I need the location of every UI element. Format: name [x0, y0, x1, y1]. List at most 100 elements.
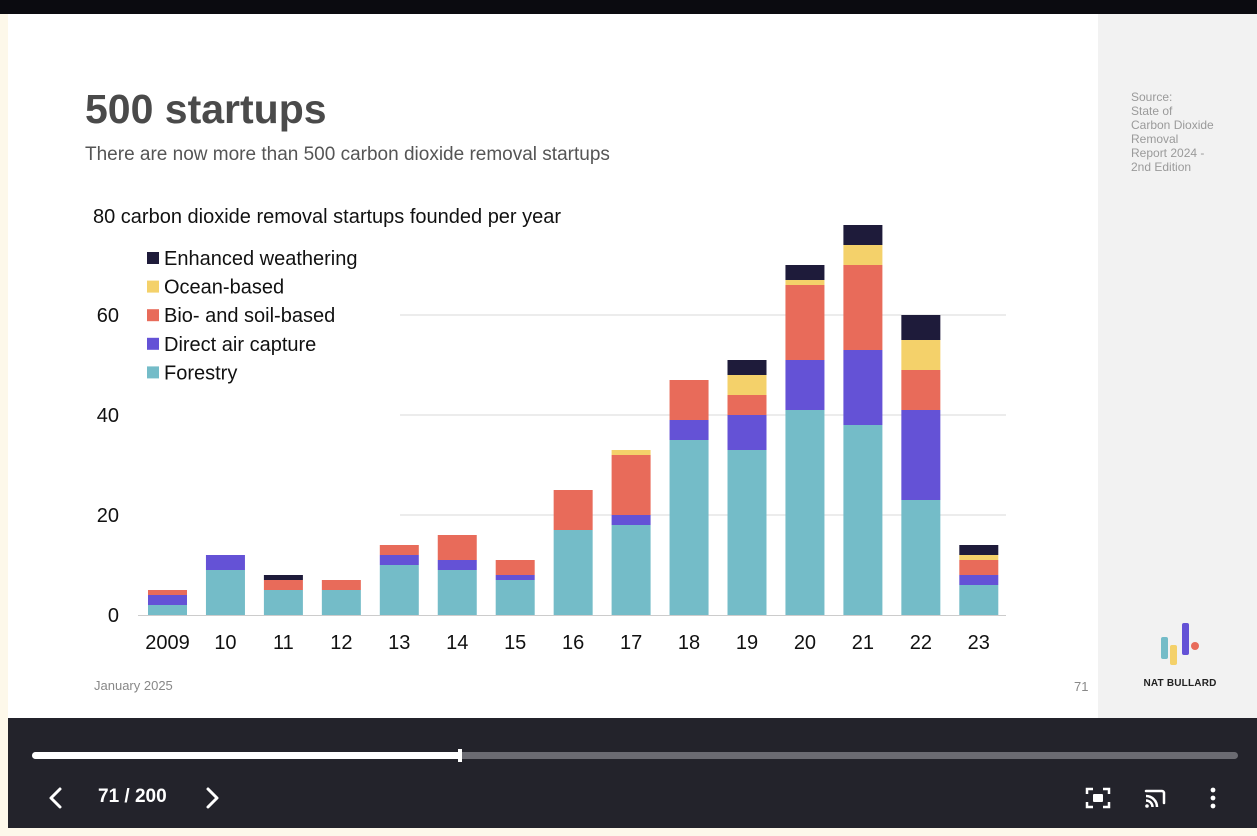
legend-label: Bio- and soil-based	[164, 305, 335, 327]
footer-date: January 2025	[94, 678, 173, 693]
bar-segment	[727, 415, 767, 450]
chevron-right-icon	[206, 787, 219, 809]
x-tick-label: 21	[852, 632, 874, 654]
bar-segment	[321, 590, 361, 615]
bar-segment	[669, 440, 709, 615]
chart-title: 80 carbon dioxide removal startups found…	[93, 206, 561, 228]
y-tick-label: 0	[108, 605, 119, 627]
bar-segment	[959, 560, 999, 575]
bar-segment	[843, 225, 883, 245]
bar-segment	[785, 265, 825, 280]
nat-bullard-logo-icon	[1161, 623, 1199, 665]
bar-segment	[785, 280, 825, 285]
x-tick-label: 13	[388, 632, 410, 654]
bar-segment	[611, 455, 651, 515]
y-tick-label: 40	[97, 405, 119, 427]
top-bar	[0, 0, 1257, 14]
bar-segment	[785, 285, 825, 360]
source-line: Removal	[1131, 132, 1179, 146]
bar-segment	[959, 555, 999, 560]
bar-segment	[553, 530, 593, 615]
bar-segment	[263, 580, 303, 590]
bar-segment	[437, 560, 477, 570]
bar-segment	[901, 410, 941, 500]
bar-segment	[611, 450, 651, 455]
bar-segment	[437, 535, 477, 560]
x-tick-label: 10	[214, 632, 236, 654]
fullscreen-icon	[1085, 787, 1111, 809]
bar-segment	[205, 570, 245, 615]
legend-swatch	[147, 309, 159, 322]
bar-segment	[727, 450, 767, 615]
bar-segment	[263, 590, 303, 615]
slide-subtitle: There are now more than 500 carbon dioxi…	[85, 144, 610, 165]
x-tick-label: 23	[968, 632, 990, 654]
source-line: Report 2024 -	[1131, 146, 1205, 160]
bar-segment	[901, 370, 941, 410]
legend-swatch	[147, 280, 159, 293]
progress-handle[interactable]	[457, 749, 462, 762]
cast-button[interactable]	[1139, 782, 1171, 814]
bar-segment	[437, 570, 477, 615]
bar-segment	[321, 580, 361, 590]
bar-segment	[495, 560, 535, 575]
bar-segment	[669, 380, 709, 420]
bar-segment	[611, 515, 651, 525]
x-tick-label: 17	[620, 632, 642, 654]
fullscreen-button[interactable]	[1082, 782, 1114, 814]
previous-slide-button[interactable]	[40, 782, 72, 814]
source-panel: Source: State of Carbon Dioxide Removal …	[1098, 14, 1257, 718]
progress-bar[interactable]	[32, 749, 1238, 762]
bar-segment	[727, 375, 767, 395]
progress-fill	[32, 752, 460, 759]
x-tick-label: 14	[446, 632, 468, 654]
bar-segment	[843, 425, 883, 615]
next-slide-button[interactable]	[196, 782, 228, 814]
page-number: 71	[1074, 679, 1089, 694]
bar-segment	[148, 605, 187, 615]
source-line: Source:	[1131, 90, 1173, 104]
bar-segment	[901, 500, 941, 615]
bar-segment	[843, 245, 883, 265]
bar-segment	[553, 490, 593, 530]
bar-segment	[901, 315, 941, 340]
bar-segment	[843, 350, 883, 425]
source-line: 2nd Edition	[1131, 160, 1192, 174]
bar-segment	[669, 420, 709, 440]
x-tick-label: 20	[794, 632, 816, 654]
bar-segment	[495, 580, 535, 615]
x-tick-label: 22	[910, 632, 932, 654]
slide-title: 500 startups	[85, 86, 327, 132]
legend-label: Forestry	[164, 362, 237, 384]
bar-segment	[843, 265, 883, 350]
bar-segment	[379, 545, 419, 555]
x-tick-label: 15	[504, 632, 526, 654]
legend-label: Enhanced weathering	[164, 248, 357, 270]
source-note: Source: State of Carbon Dioxide Removal …	[1131, 90, 1241, 174]
legend-label: Direct air capture	[164, 334, 316, 356]
more-options-button[interactable]	[1197, 782, 1229, 814]
bar-segment	[785, 410, 825, 615]
legend-swatch	[147, 366, 159, 379]
cast-icon	[1144, 789, 1166, 808]
bar-segment	[148, 590, 187, 595]
source-line: Carbon Dioxide	[1131, 118, 1214, 132]
bar-segment	[727, 360, 767, 375]
player-controls: 71 / 200	[8, 718, 1257, 828]
x-tick-label: 12	[330, 632, 352, 654]
y-tick-label: 60	[97, 305, 119, 327]
bar-segment	[785, 360, 825, 410]
legend-swatch	[147, 252, 159, 264]
bar-segment	[959, 545, 999, 555]
legend-swatch	[147, 337, 159, 350]
y-tick-label: 20	[97, 505, 119, 527]
source-line: State of	[1131, 104, 1173, 118]
bar-segment	[205, 555, 245, 570]
bar-segment	[727, 395, 767, 415]
page-background	[0, 828, 1257, 836]
chevron-left-icon	[49, 787, 62, 809]
x-tick-label: 2009	[145, 632, 190, 654]
bar-segment	[611, 525, 651, 615]
bar-segment	[959, 585, 999, 615]
